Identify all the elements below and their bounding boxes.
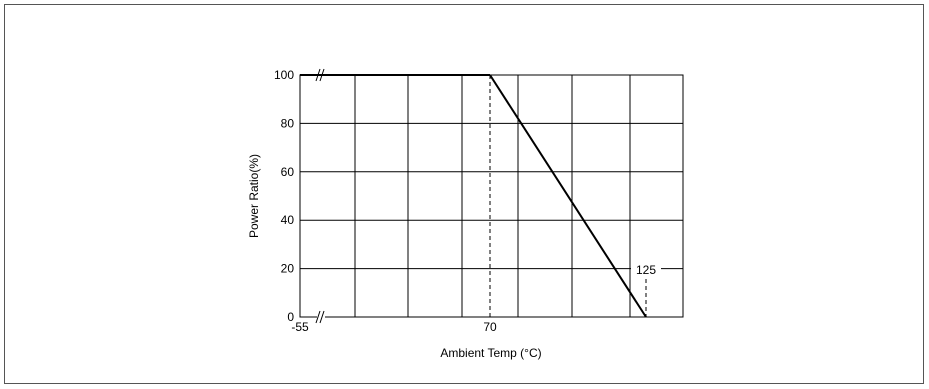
series-0-segment-1	[489, 74, 647, 318]
annotation-label-125: 125	[636, 263, 656, 277]
reference-lines	[489, 75, 647, 317]
annotation-mask	[631, 262, 661, 277]
y-tick-label-80: 80	[281, 116, 295, 130]
axis-breaks	[315, 68, 325, 324]
axis-break-stroke-a-1	[315, 310, 321, 324]
chart-frame	[4, 4, 924, 384]
y-axis-label: Power Ratio(%)	[247, 154, 261, 238]
x-tick-label-1: 70	[483, 320, 497, 334]
y-tick-label-20: 20	[281, 262, 295, 276]
y-tick-label-60: 60	[281, 165, 295, 179]
x-axis-label: Ambient Temp (°C)	[440, 346, 541, 360]
grid	[300, 75, 683, 317]
tick-labels: 0 20 40 60 80 100 -55 70 125	[274, 68, 661, 334]
y-tick-label-100: 100	[274, 68, 294, 82]
series	[300, 74, 647, 318]
axis-break-stroke-b-1	[319, 310, 325, 324]
y-tick-label-40: 40	[281, 213, 295, 227]
axis-break-mask-1	[317, 310, 325, 324]
y-tick-label-0: 0	[287, 310, 294, 324]
plot-area-border	[299, 74, 684, 318]
x-tick-label-0: -55	[291, 320, 309, 334]
